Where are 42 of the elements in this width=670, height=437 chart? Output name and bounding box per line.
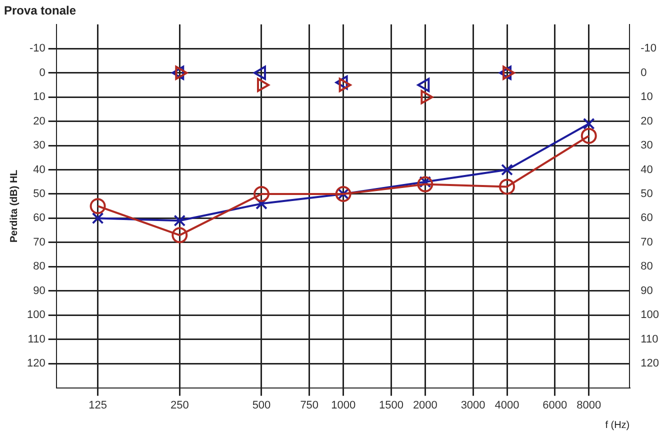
x-tick-label: 8000 bbox=[576, 399, 602, 412]
y-tick-label: 50 bbox=[33, 188, 46, 200]
y2-tick-label: 10 bbox=[640, 91, 653, 104]
y-tick-label: 70 bbox=[33, 236, 46, 248]
chart-title: Prova tonale bbox=[4, 4, 76, 18]
x-tick-label: 1500 bbox=[378, 399, 404, 412]
y-tick-label: 30 bbox=[33, 140, 46, 152]
y-tick-label: 20 bbox=[33, 115, 46, 128]
y2-tick-label: 50 bbox=[640, 188, 653, 200]
y2-tick-label: 80 bbox=[640, 260, 653, 273]
y2-tick-label: 40 bbox=[640, 164, 653, 176]
y2-tick-label: 60 bbox=[640, 212, 653, 224]
y-tick-label: 60 bbox=[33, 212, 46, 224]
x-tick-label: 125 bbox=[88, 399, 107, 412]
y-axis-title: Perdita (dB) HL bbox=[8, 170, 20, 242]
x-tick-label: 250 bbox=[170, 399, 189, 412]
x-tick-label: 6000 bbox=[542, 399, 568, 412]
y2-tick-label: 30 bbox=[640, 140, 653, 152]
y2-tick-label: 0 bbox=[640, 66, 647, 79]
y2-tick-label: 90 bbox=[640, 284, 653, 297]
x-tick-label: 3000 bbox=[460, 399, 486, 412]
y-tick-label: 0 bbox=[39, 66, 46, 79]
x-tick-label: 750 bbox=[300, 399, 319, 412]
y-tick-label: 120 bbox=[26, 358, 46, 370]
y-tick-label: 10 bbox=[33, 91, 46, 104]
y2-tick-label: 70 bbox=[640, 236, 653, 248]
y-tick-label: -10 bbox=[29, 42, 46, 55]
x-tick-label: 4000 bbox=[494, 399, 520, 412]
y2-tick-label: 110 bbox=[640, 333, 658, 346]
y-tick-label: 100 bbox=[26, 309, 46, 322]
y-tick-label: 40 bbox=[33, 164, 46, 176]
x-tick-label: 2000 bbox=[412, 399, 438, 412]
x-tick-label: 500 bbox=[252, 399, 271, 412]
y2-tick-label: -10 bbox=[640, 42, 657, 55]
y-tick-label: 80 bbox=[33, 260, 46, 273]
y2-tick-label: 120 bbox=[640, 358, 660, 370]
x-tick-label: 1000 bbox=[331, 399, 356, 412]
y2-tick-label: 100 bbox=[640, 309, 660, 322]
y-tick-label: 90 bbox=[33, 284, 46, 297]
y-tick-label: 110 bbox=[28, 333, 46, 346]
y2-tick-label: 20 bbox=[640, 115, 653, 128]
x-axis-title: f (Hz) bbox=[605, 420, 630, 431]
